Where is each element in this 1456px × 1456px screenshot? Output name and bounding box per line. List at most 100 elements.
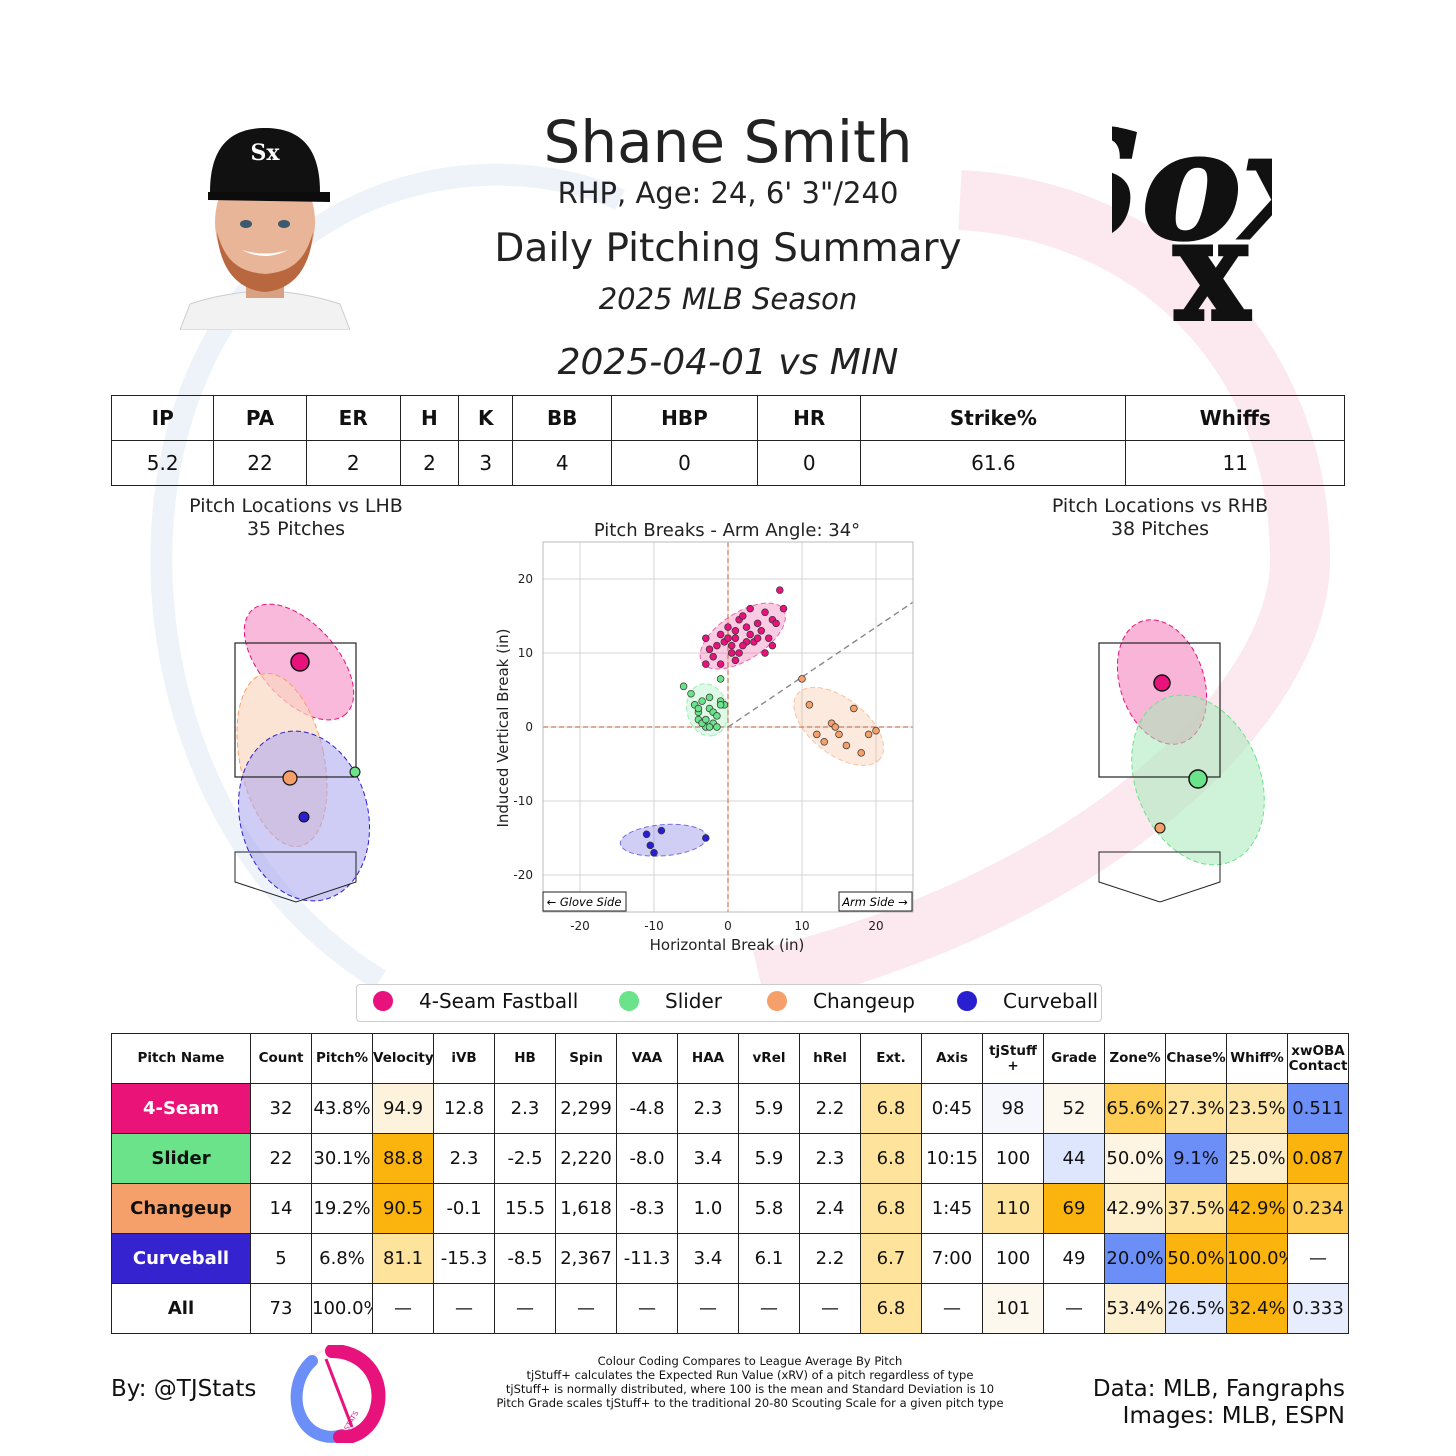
- x-tick-label: -10: [644, 919, 664, 933]
- pitch-point: [650, 849, 658, 857]
- lhb-location-plot: [234, 603, 370, 903]
- pitch-point: [798, 675, 806, 683]
- pitch-point: [776, 586, 784, 594]
- footnotes: Colour Coding Compares to League Average…: [460, 1354, 1040, 1410]
- rhb-title: Pitch Locations vs RHB: [1051, 495, 1269, 517]
- pitch-metric-cell: 110: [982, 1183, 1044, 1234]
- pitch-metric-cell: 2.2: [799, 1233, 861, 1284]
- stat-header: K: [457, 395, 514, 441]
- pitch-point: [872, 726, 880, 735]
- pitch-name-cell: Slider: [111, 1133, 251, 1184]
- pitch-point: [657, 826, 666, 835]
- stat-header: PA: [213, 395, 307, 441]
- pitch-metric-cell: 30.1%: [311, 1133, 373, 1184]
- pitch-point: [753, 619, 762, 628]
- pitch-metrics-table: Pitch Name Count Pitch% Velocity iVB HB Spin VA…: [111, 1033, 1349, 1334]
- credits-images: Images: MLB, ESPN: [1122, 1403, 1345, 1429]
- lhb-locations-title: Pitch Locations vs LHB 35 Pitches: [146, 495, 446, 541]
- pitch-metric-cell: 2.3: [494, 1083, 556, 1134]
- pitch-table-header: Whiff%: [1226, 1033, 1288, 1084]
- legend-item-slider: Slider: [619, 989, 722, 1013]
- game-date-opponent: 2025-04-01 vs MIN: [557, 342, 899, 383]
- pitch-table-header: Spin: [555, 1033, 617, 1084]
- pitch-point: [746, 604, 754, 613]
- pitch-point: [679, 682, 688, 691]
- legend-item-curveball: Curveball: [957, 989, 1098, 1013]
- x-tick-label: -20: [570, 919, 590, 933]
- svg-text:← Glove Side: ← Glove Side: [547, 895, 622, 909]
- rhb-locations-title: Pitch Locations vs RHB 38 Pitches: [1010, 495, 1310, 541]
- pitch-table-header: Axis: [921, 1033, 983, 1084]
- pitch-point: [820, 738, 828, 746]
- pitch-point: [757, 627, 766, 635]
- pitch-point: [761, 608, 769, 617]
- pitch-metric-cell: —: [372, 1283, 434, 1334]
- home-plate: [234, 851, 357, 903]
- stat-header: HBP: [610, 395, 759, 441]
- pitch-metric-cell: 5.9: [738, 1133, 800, 1184]
- pitch-metric-cell: 14: [250, 1183, 312, 1234]
- pitch-metric-cell: 6.7: [860, 1233, 922, 1284]
- pitch-metric-cell: 69: [1043, 1183, 1105, 1234]
- pitch-metric-cell: 5.9: [738, 1083, 800, 1134]
- pitch-metric-cell: 81.1: [372, 1233, 434, 1284]
- pitch-point: [731, 634, 740, 642]
- pitch-name-cell: Curveball: [111, 1233, 251, 1284]
- pitch-metric-cell: 25.0%: [1226, 1133, 1288, 1184]
- stat-value: 3: [457, 440, 514, 486]
- pitch-metric-cell: 100: [982, 1233, 1044, 1284]
- pitch-point: [731, 656, 740, 665]
- pitch-point: [716, 701, 725, 709]
- pitch-point: [764, 634, 773, 642]
- y-tick-label: -10: [513, 794, 533, 808]
- pitch-metric-cell: 5.8: [738, 1183, 800, 1234]
- stat-value: 22: [213, 440, 307, 486]
- pitch-metric-cell: 20.0%: [1104, 1233, 1166, 1284]
- byline: By: @TJStats: [111, 1376, 257, 1402]
- legend-dot: [767, 991, 787, 1011]
- curveball-avg-point: [298, 811, 310, 823]
- pitch-table-header: iVB: [433, 1033, 495, 1084]
- pitch-table-row: Curveball 5 6.8% 81.1 -15.3 -8.5 2,367 -11.3 3.4…: [111, 1233, 1349, 1284]
- pitch-table-header: HAA: [677, 1033, 739, 1084]
- player-name: Shane Smith: [543, 108, 913, 176]
- slider-avg-point: [1188, 769, 1208, 789]
- pitch-point: [857, 749, 865, 757]
- team-logo-s: Sox: [1112, 118, 1272, 274]
- pitch-metric-cell: 7:00: [921, 1233, 983, 1284]
- pitch-metric-cell: 65.6%: [1104, 1083, 1166, 1134]
- pitch-point: [642, 830, 651, 839]
- pitch-metric-cell: 6.8%: [311, 1233, 373, 1284]
- pitch-table-header: xwOBA Contact: [1287, 1033, 1349, 1084]
- pitch-metric-cell: 43.8%: [311, 1083, 373, 1134]
- pitch-metric-cell: 52: [1043, 1083, 1105, 1134]
- stat-header: H: [399, 395, 459, 441]
- pitch-point: [864, 730, 873, 739]
- stat-value: 0: [610, 440, 759, 486]
- slider-avg-point: [349, 766, 361, 778]
- pitch-metric-cell: —: [555, 1283, 617, 1334]
- pitch-point: [702, 715, 710, 724]
- pitch-break-chart: Pitch Breaks - Arm Angle: 34° -20 -10 0 10 2…: [494, 520, 914, 954]
- pitch-table-header: Velocity: [372, 1033, 434, 1084]
- player-headshot: Sx: [180, 128, 350, 330]
- pitch-metric-cell: 50.0%: [1104, 1133, 1166, 1184]
- pitch-metric-cell: 2.2: [799, 1083, 861, 1134]
- legend-item-fastball: 4-Seam Fastball: [373, 989, 578, 1013]
- legend-dot: [619, 991, 639, 1011]
- pitch-point: [713, 712, 721, 720]
- pitch-metric-cell: -4.8: [616, 1083, 678, 1134]
- x-tick-label: 0: [724, 919, 732, 933]
- pitch-point: [831, 723, 840, 731]
- pitch-point: [709, 652, 717, 661]
- pitch-metric-cell: 100.0%: [311, 1283, 373, 1334]
- pitch-point: [702, 834, 710, 842]
- pitch-points: [642, 586, 880, 857]
- pitch-metric-cell: —: [738, 1283, 800, 1334]
- y-tick-label: 10: [518, 646, 533, 660]
- pitch-table-row: Slider 22 30.1% 88.8 2.3 -2.5 2,220 -8.0 3.4 5.9 2…: [111, 1133, 1349, 1184]
- pitch-metric-cell: —: [921, 1283, 983, 1334]
- pitch-table-header: Count: [250, 1033, 312, 1084]
- pitch-name-cell: Changeup: [111, 1183, 251, 1234]
- pitch-metric-cell: 3.4: [677, 1233, 739, 1284]
